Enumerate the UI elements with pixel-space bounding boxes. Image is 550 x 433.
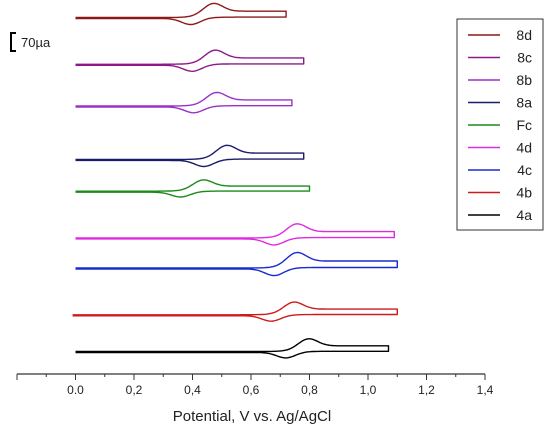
legend-label-8d: 8d	[516, 27, 532, 43]
cv-curve-4c	[75, 251, 398, 277]
cv-curve-8b	[75, 91, 293, 114]
x-tick-label: 0,4	[184, 383, 201, 397]
x-tick-label: 0.0	[67, 383, 84, 397]
x-tick-label: 1,0	[360, 383, 377, 397]
series-curves	[72, 2, 398, 359]
scale-bar: 70µa	[10, 32, 51, 52]
cv-curve-8d	[75, 2, 287, 26]
scale-bar-bracket	[10, 32, 16, 52]
legend-label-4a: 4a	[516, 207, 532, 223]
x-tick-label: 0,8	[301, 383, 318, 397]
cv-curve-8a	[75, 144, 305, 168]
x-tick-label: 0,2	[126, 383, 143, 397]
legend-label-8b: 8b	[516, 72, 532, 88]
cv-curve-4a	[75, 338, 390, 359]
legend-label-fc: Fc	[516, 117, 532, 133]
legend-label-4c: 4c	[517, 162, 532, 178]
scale-bar-label: 70µa	[21, 35, 51, 50]
x-tick-label: 1,2	[418, 383, 435, 397]
legend-label-8a: 8a	[516, 95, 532, 111]
x-axis-title: Potential, V vs. Ag/AgCl	[173, 408, 331, 425]
legend: 8d 8c 8b 8a Fc 4d 4c 4b 4a	[456, 18, 544, 231]
cv-curve-4d	[75, 223, 395, 246]
x-axis: 0.0 0,2 0,4 0,6 0,8 1,0 1,2 1,4	[16, 373, 494, 397]
cv-curve-fc	[75, 179, 311, 198]
x-tick-label: 1,4	[477, 383, 494, 397]
cv-curve-8c	[75, 49, 305, 72]
cv-curve-4b	[72, 301, 398, 322]
legend-label-8c: 8c	[517, 50, 532, 66]
x-tick-label: 0,6	[243, 383, 260, 397]
legend-label-4b: 4b	[516, 185, 532, 201]
legend-label-4d: 4d	[516, 140, 532, 156]
